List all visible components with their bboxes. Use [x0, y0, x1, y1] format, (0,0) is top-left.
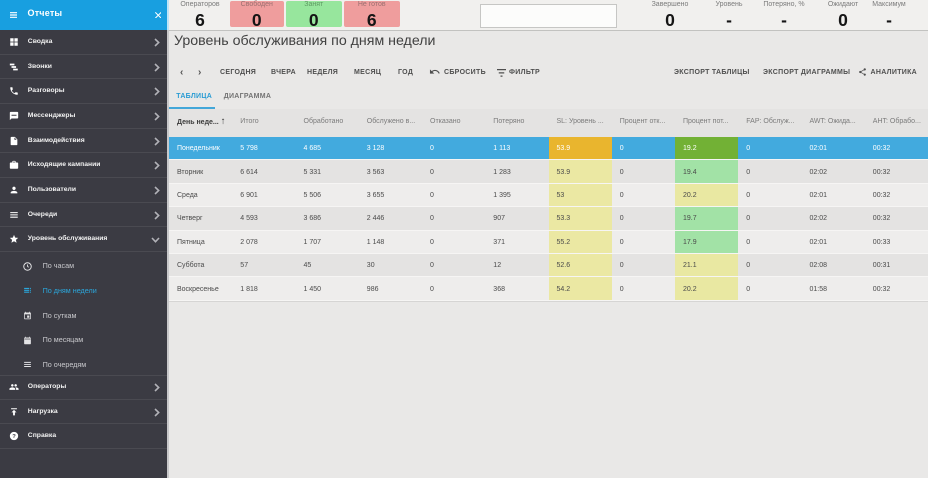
svg-text:?: ?: [12, 434, 16, 440]
